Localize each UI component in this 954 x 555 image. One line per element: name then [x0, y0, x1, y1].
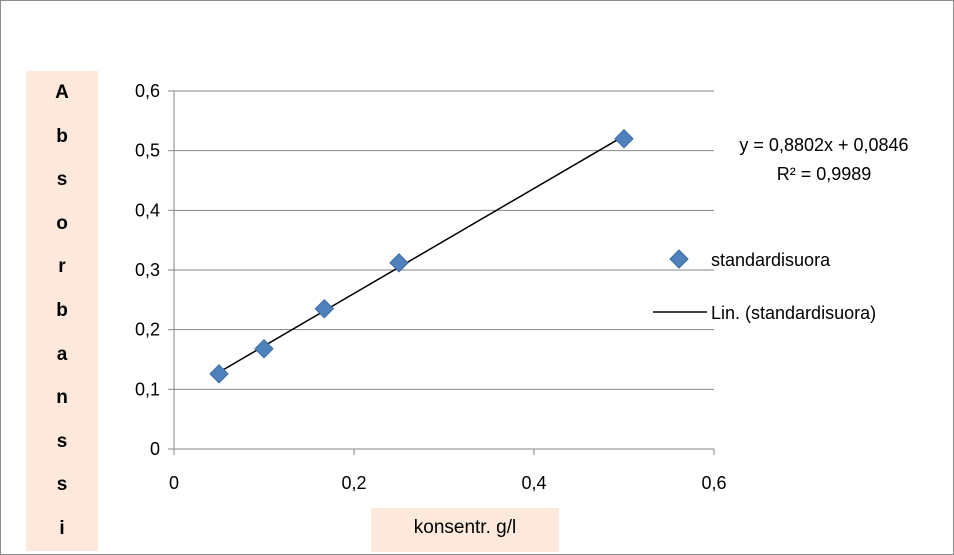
legend-label-series: standardisuora [711, 250, 831, 270]
x-tick-label: 0 [169, 473, 179, 493]
y-axis-label-letter: s [56, 169, 68, 191]
trendline-line [218, 135, 625, 373]
y-tick-labels: 0 0,1 0,2 0,3 0,4 0,5 0,6 [135, 81, 160, 459]
y-axis-label-letter: s [56, 474, 68, 496]
x-axis-label-text: konsentr. g/l [413, 517, 517, 538]
gridlines [174, 90, 714, 390]
y-tick-label: 0,6 [135, 81, 160, 101]
legend-marker-diamond [669, 249, 689, 269]
y-axis-label-letter: o [56, 212, 68, 234]
x-tick-labels: 0 0,2 0,4 0,6 [169, 473, 727, 493]
data-point [254, 339, 274, 359]
data-point [389, 253, 409, 273]
y-tick-label: 0,5 [135, 141, 160, 161]
x-tick-label: 0,6 [701, 473, 726, 493]
trendline [218, 135, 625, 373]
data-point [614, 129, 634, 149]
y-axis-label-letter: s [56, 430, 68, 452]
trendline-equation-text: y = 0,8802x + 0,0846 [739, 135, 908, 155]
trendline-equation: y = 0,8802x + 0,0846 R² = 0,9989 [739, 135, 908, 184]
x-tick-label: 0,2 [341, 473, 366, 493]
axes [168, 90, 715, 455]
y-tick-label: 0,4 [135, 200, 160, 220]
legend-label-trendline: Lin. (standardisuora) [711, 303, 876, 323]
y-axis-label-letter: A [55, 82, 69, 103]
y-axis-label-letter: r [58, 256, 66, 278]
data-points [209, 129, 634, 384]
data-point [314, 299, 335, 319]
data-point [209, 364, 229, 384]
trendline-r-squared: R² = 0,9989 [777, 164, 872, 184]
y-axis-label-letter: b [56, 125, 68, 147]
y-tick-label: 0 [150, 439, 160, 459]
y-tick-label: 0,1 [135, 379, 160, 399]
y-tick-label: 0,2 [135, 320, 160, 340]
y-tick-label: 0,3 [135, 260, 160, 280]
x-axis-label: konsentr. g/l [371, 508, 559, 552]
y-axis-label-letter: i [59, 518, 65, 539]
x-tick-label: 0,4 [521, 473, 546, 493]
y-axis-label-letter: n [56, 387, 68, 409]
legend: standardisuora Lin. (standardisuora) [653, 249, 876, 323]
y-axis-label-letter: a [56, 343, 68, 365]
y-axis-label-letter: b [56, 300, 68, 321]
